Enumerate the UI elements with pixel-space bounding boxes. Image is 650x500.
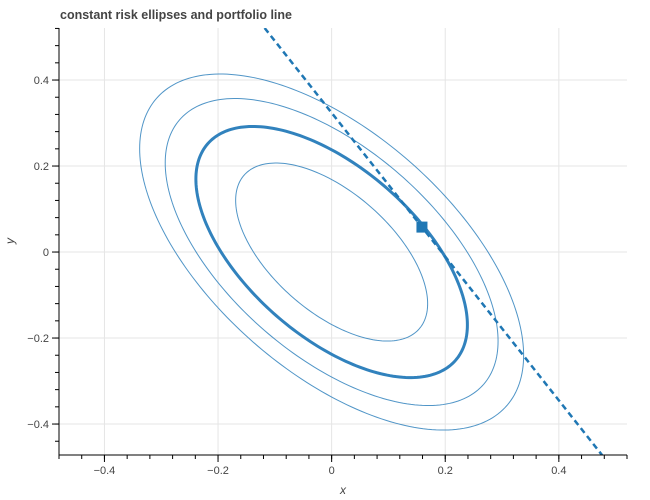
y-tick-label: −0.4 <box>27 419 49 431</box>
x-tick-label: 0 <box>329 465 335 477</box>
grid <box>59 28 627 455</box>
y-tick-label: 0.4 <box>34 75 49 87</box>
y-tick-label: 0.2 <box>34 161 49 173</box>
ellipse-risk-level-4 <box>139 73 525 431</box>
x-tick-label: 0.2 <box>438 465 453 477</box>
x-axis-label: x <box>339 483 347 497</box>
x-tick-label: −0.2 <box>207 465 229 477</box>
x-tick-label: 0.4 <box>551 465 566 477</box>
ellipse-risk-level-2 <box>194 124 469 380</box>
optimal-portfolio-marker <box>416 221 428 233</box>
y-tick-label: −0.2 <box>27 333 49 345</box>
x-tick-label: −0.4 <box>94 465 116 477</box>
ellipse-risk-level-3 <box>164 98 499 407</box>
ellipse-risk-level-1 <box>235 162 429 342</box>
chart-title: constant risk ellipses and portfolio lin… <box>60 8 292 22</box>
axes: −0.4 −0.2 0 0.2 0.4 −0.4 −0.2 0 0.2 0.4 <box>27 27 628 477</box>
y-tick-label: 0 <box>43 247 49 259</box>
y-axis-label: y <box>3 237 17 245</box>
portfolio-line <box>263 28 603 455</box>
plot-area <box>139 28 603 455</box>
